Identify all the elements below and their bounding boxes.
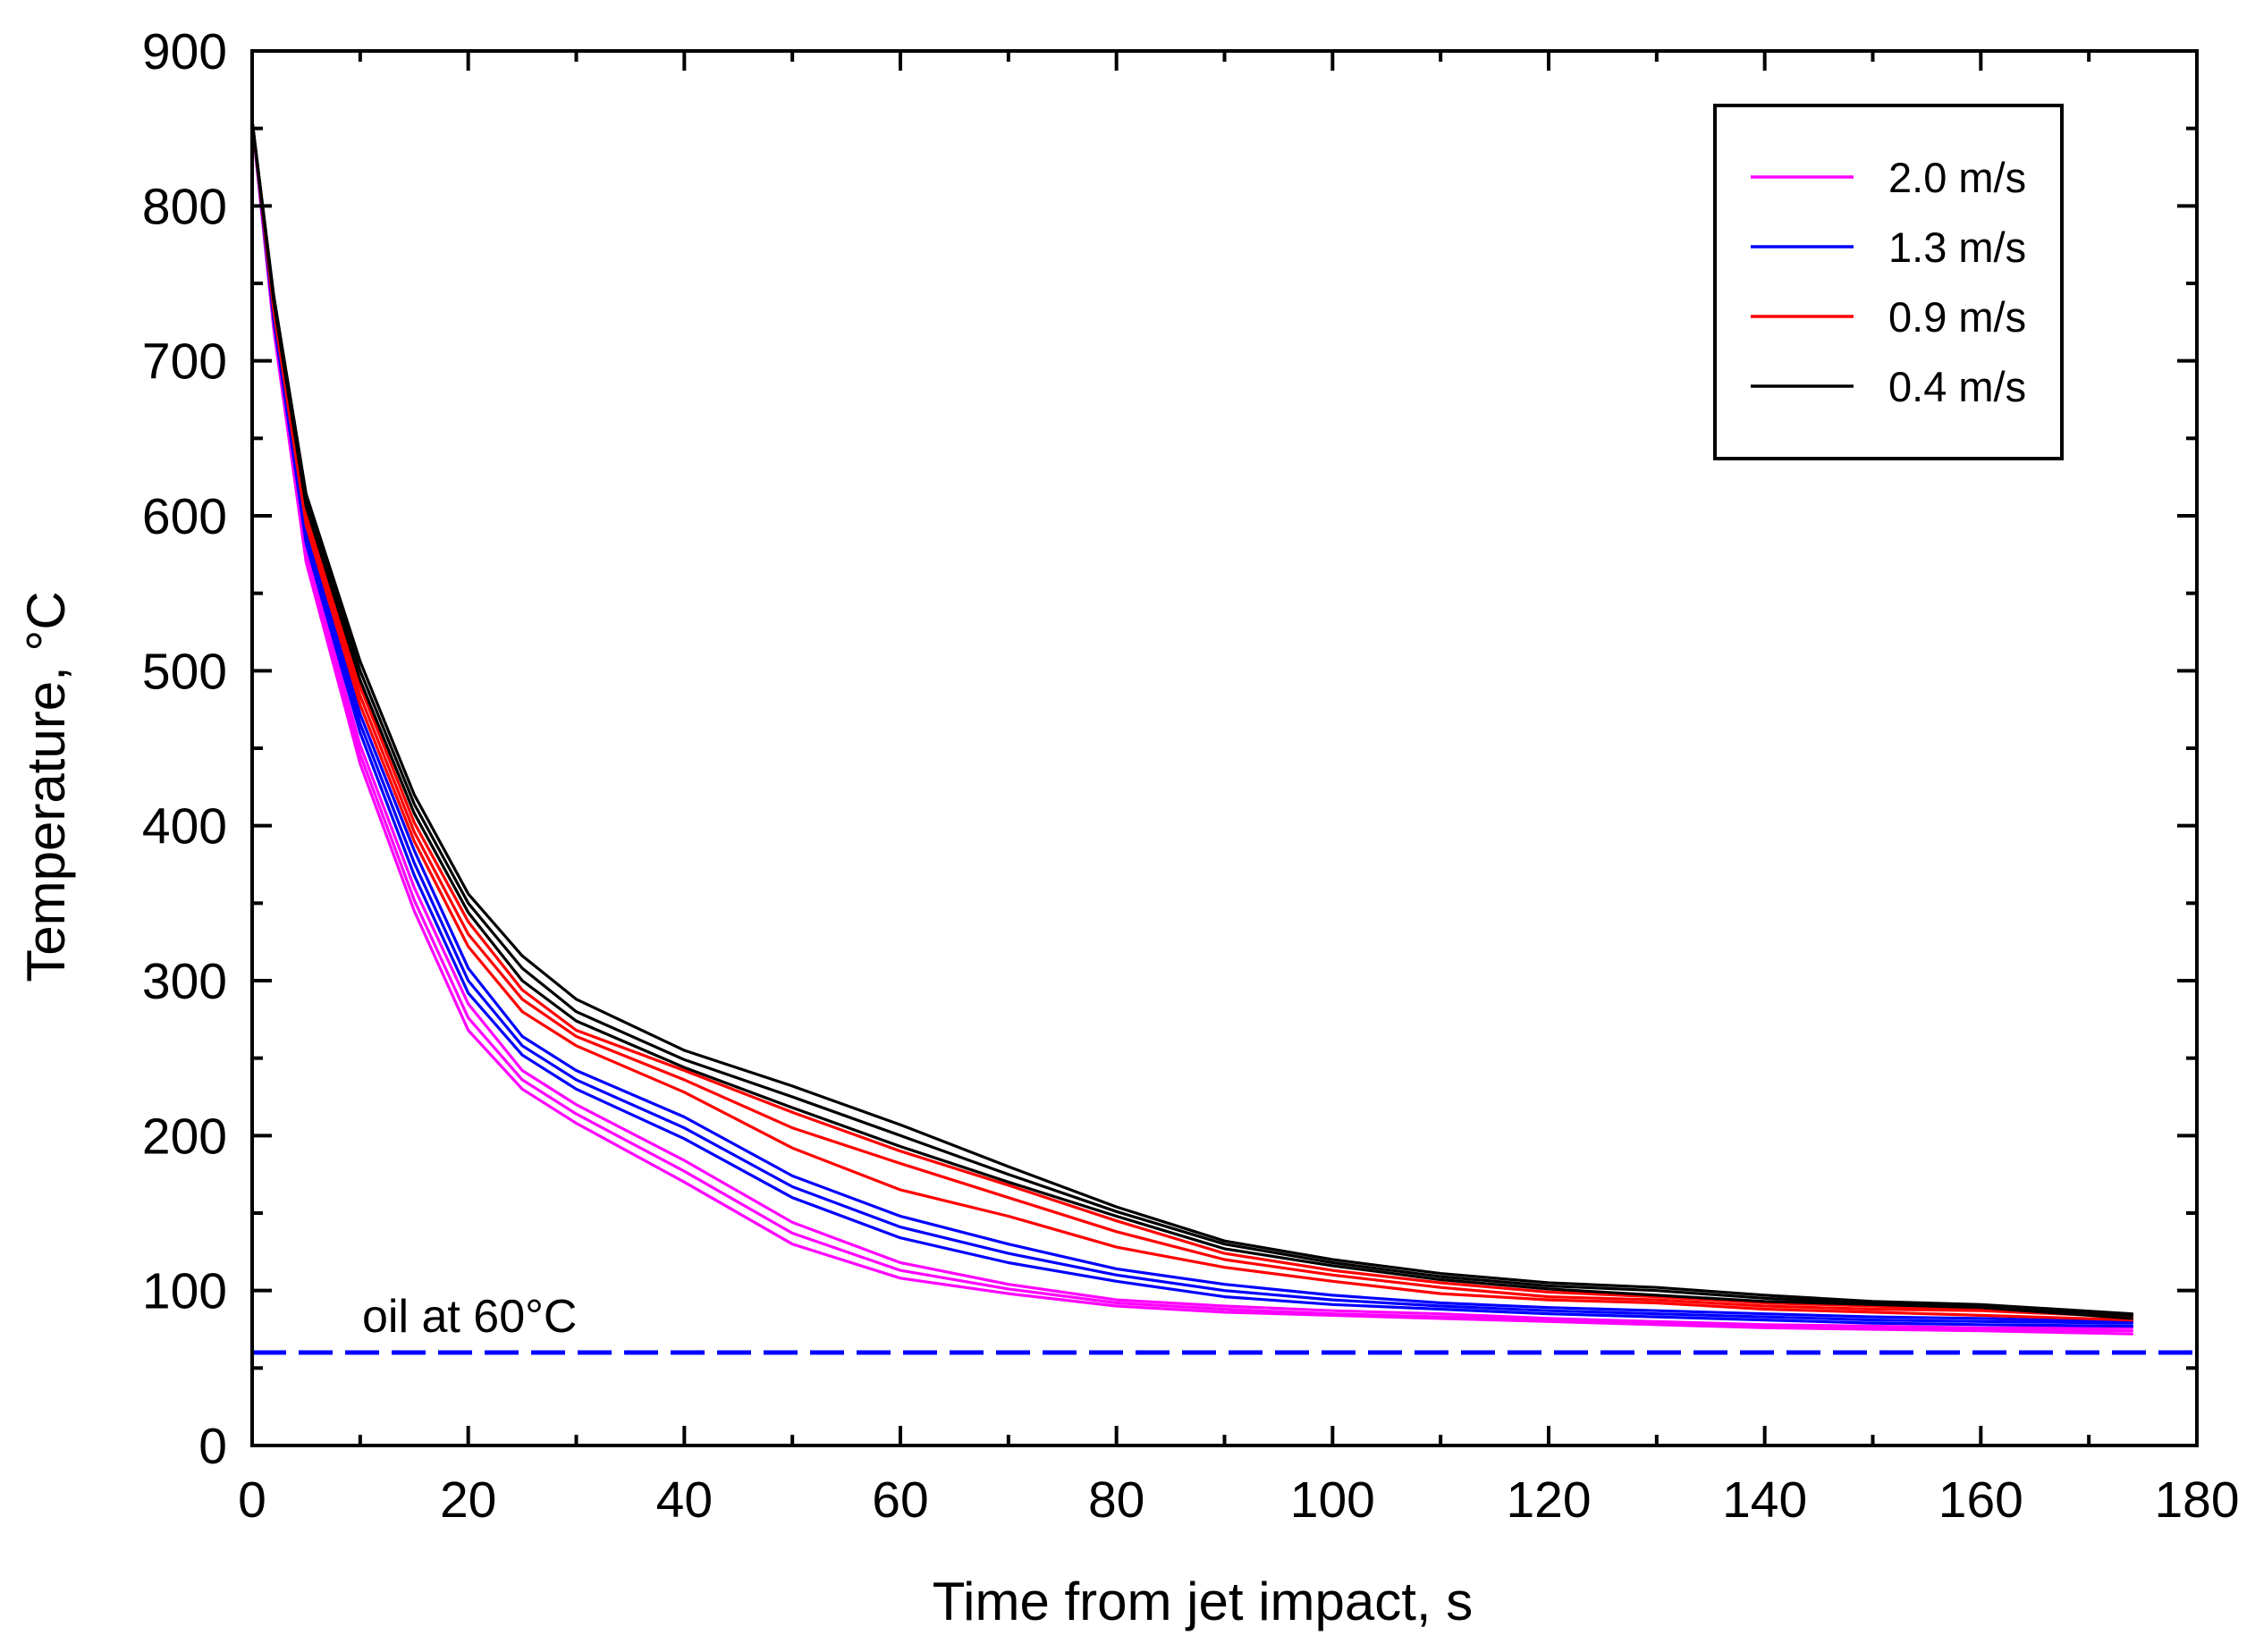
series-line-0-4-m-s-12 <box>250 119 2134 1316</box>
x-tick-label: 160 <box>1938 1471 2023 1529</box>
y-tick-label: 700 <box>142 333 227 391</box>
legend-label: 2.0 m/s <box>1888 154 2026 201</box>
x-axis-title: Time from jet impact, s <box>933 1572 1474 1631</box>
y-tick-label: 800 <box>142 178 227 235</box>
y-tick-label: 200 <box>142 1108 227 1165</box>
x-tick-label: 80 <box>1088 1471 1144 1529</box>
y-tick-label: 900 <box>142 23 227 80</box>
series-line-2-0-m-s-3 <box>250 119 2134 1329</box>
legend-label: 0.9 m/s <box>1888 293 2026 341</box>
oil-temperature-annotation: oil at 60°C <box>362 1291 577 1343</box>
y-tick-label: 400 <box>142 798 227 856</box>
x-tick-label: 180 <box>2154 1471 2239 1529</box>
series-line-1-3-m-s-5 <box>250 119 2134 1325</box>
legend-label: 0.4 m/s <box>1888 363 2026 410</box>
x-tick-label: 120 <box>1506 1471 1591 1529</box>
y-tick-label: 300 <box>142 953 227 1010</box>
x-tick-label: 0 <box>238 1471 266 1529</box>
x-tick-label: 20 <box>440 1471 496 1529</box>
y-axis-title: Temperature, °C <box>16 591 76 982</box>
series-line-2-0-m-s-2 <box>250 119 2134 1333</box>
tick-marks-group <box>250 49 2199 1447</box>
series-line-0-4-m-s-10 <box>250 119 2134 1320</box>
series-line-0-9-m-s-8 <box>250 119 2134 1319</box>
x-tick-label: 100 <box>1290 1471 1375 1529</box>
series-line-0-9-m-s-7 <box>250 119 2134 1322</box>
data-series-group <box>250 119 2197 1355</box>
y-tick-label: 500 <box>142 643 227 700</box>
series-line-2-0-m-s-1 <box>250 119 2134 1336</box>
x-tick-label: 40 <box>656 1471 713 1529</box>
series-line-0-4-m-s-11 <box>250 119 2134 1318</box>
series-line-1-3-m-s-6 <box>250 119 2134 1323</box>
y-tick-label: 100 <box>142 1263 227 1320</box>
series-line-1-3-m-s-4 <box>250 119 2134 1328</box>
series-line-0-9-m-s-9 <box>250 119 2134 1318</box>
legend-box <box>1713 104 2064 460</box>
y-tick-label: 600 <box>142 488 227 545</box>
x-tick-labels-group: 0 20 40 60 80 100 120 140 160 180 <box>238 1471 2239 1529</box>
legend: 2.0 m/s 1.3 m/s 0.9 m/s 0.4 m/s <box>1713 104 2064 460</box>
y-tick-label: 0 <box>198 1418 227 1475</box>
legend-label: 1.3 m/s <box>1888 223 2026 271</box>
x-tick-label: 60 <box>872 1471 928 1529</box>
y-tick-labels-group: 0 100 200 300 400 500 600 700 800 900 <box>142 23 227 1475</box>
x-tick-label: 140 <box>1722 1471 1807 1529</box>
legend-items: 2.0 m/s 1.3 m/s 0.9 m/s 0.4 m/s <box>1751 154 2026 410</box>
